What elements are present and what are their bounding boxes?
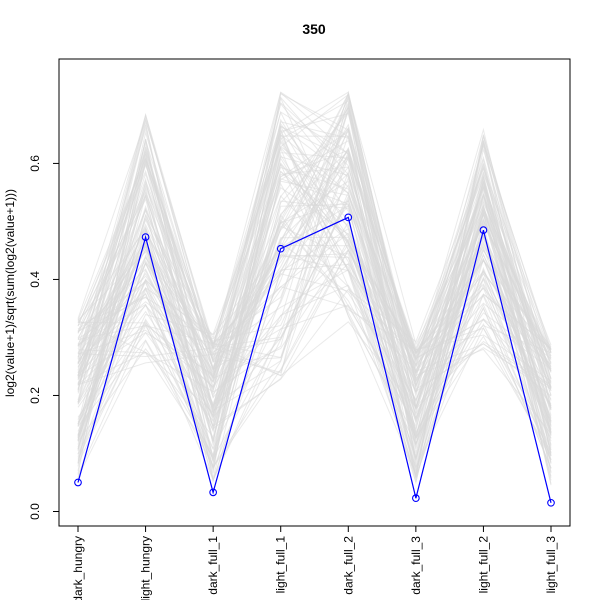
- highlight-series: [74, 213, 555, 507]
- y-axis: 0.0 0.2 0.4 0.6: [28, 155, 60, 520]
- x-tick-label: dark_full_1: [206, 536, 220, 595]
- highlight-series-line: [77, 216, 552, 503]
- background-series-line: [77, 127, 552, 476]
- background-series-line: [77, 181, 552, 486]
- background-series-line: [77, 155, 552, 478]
- background-series-line: [77, 152, 552, 471]
- highlight-series-point: [74, 478, 82, 487]
- background-series-line: [77, 93, 552, 403]
- highlight-series-point: [276, 244, 285, 253]
- background-series-line: [77, 182, 552, 417]
- background-series-line: [77, 139, 552, 478]
- background-series-line: [77, 254, 552, 422]
- highlight-series-point: [209, 488, 217, 497]
- x-tick-label: dark_full_2: [341, 536, 355, 595]
- x-tick-label: light_full_2: [476, 536, 490, 594]
- highlight-series-point: [344, 213, 353, 222]
- background-series-line: [77, 133, 552, 435]
- x-tick-label: light_full_3: [544, 536, 558, 594]
- y-tick-label: 0.2: [28, 387, 42, 404]
- x-tick-label: light_full_1: [274, 536, 288, 594]
- background-series-line: [77, 208, 552, 464]
- chart-title: 350: [302, 21, 326, 37]
- background-series-line: [77, 156, 552, 470]
- highlight-series-point: [412, 494, 420, 503]
- background-series-line: [77, 195, 552, 471]
- background-series-line: [77, 110, 552, 454]
- highlight-series-point: [141, 233, 150, 241]
- background-series-line: [77, 185, 552, 477]
- background-series-line: [77, 154, 552, 450]
- background-series-line: [77, 162, 552, 446]
- x-tick-label: light_hungry: [139, 536, 153, 600]
- x-tick-label: dark_hungry: [71, 536, 85, 600]
- background-series-line: [77, 170, 552, 431]
- y-tick-label: 0.0: [28, 503, 42, 520]
- background-series-line: [77, 96, 552, 465]
- background-series-line: [77, 158, 552, 469]
- background-series-line: [77, 166, 552, 442]
- background-series-line: [77, 123, 552, 418]
- x-axis: dark_hungry light_hungry dark_full_1 light_…: [71, 525, 558, 600]
- x-tick-label: dark_full_3: [409, 536, 423, 595]
- background-series-line: [77, 93, 552, 416]
- y-axis-label: log2(value+1)/sqrt(sum(log2(value+1))): [3, 189, 17, 397]
- background-series-lines: [77, 90, 552, 486]
- background-series-line: [77, 233, 552, 469]
- highlight-series-point: [547, 498, 555, 507]
- highlight-series-point: [479, 226, 488, 234]
- background-series-line: [77, 133, 552, 408]
- background-series-line: [77, 100, 552, 469]
- y-tick-label: 0.4: [28, 271, 42, 288]
- background-series-line: [77, 181, 552, 410]
- background-series-line: [77, 162, 552, 482]
- y-tick-label: 0.6: [28, 155, 42, 172]
